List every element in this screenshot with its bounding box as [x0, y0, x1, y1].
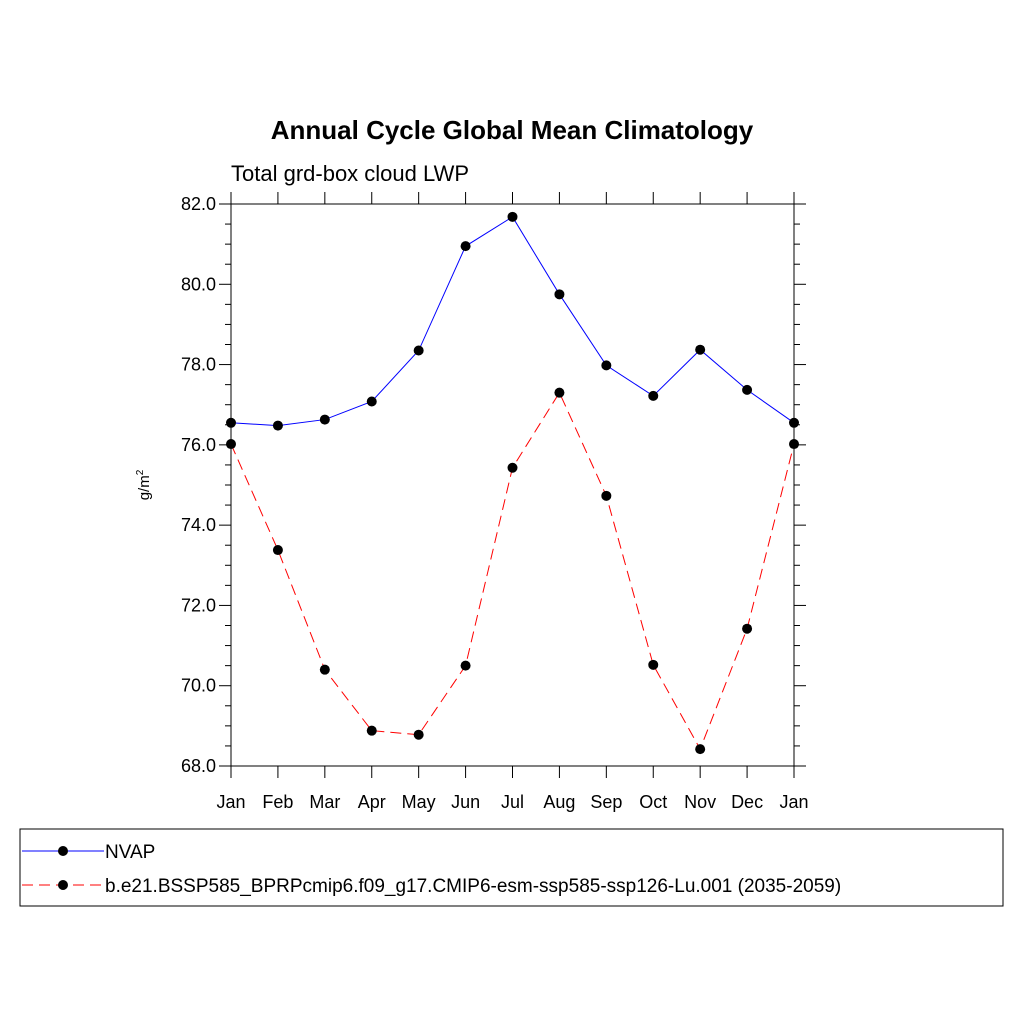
plot-frame [230, 203, 795, 767]
data-point [554, 387, 565, 398]
data-point [648, 659, 659, 670]
series-1 [226, 211, 799, 431]
data-point [742, 623, 753, 634]
y-tick-label: 74.0 [181, 515, 216, 535]
x-tick-label: Nov [684, 792, 716, 812]
data-point [460, 660, 471, 671]
y-axis-label-unit: g/m [136, 475, 153, 500]
x-tick-label: Mar [309, 792, 340, 812]
data-point [319, 664, 330, 675]
y-tick-label: 72.0 [181, 595, 216, 615]
data-point [742, 384, 753, 395]
data-point [789, 417, 799, 428]
y-tick-label: 78.0 [181, 355, 216, 375]
legend-box [19, 828, 1004, 907]
x-tick-label: Jun [451, 792, 480, 812]
data-point [507, 211, 518, 222]
data-point [413, 345, 424, 356]
x-tick-label: Sep [590, 792, 622, 812]
y-tick-label: 68.0 [181, 756, 216, 776]
y-tick-label: 80.0 [181, 274, 216, 294]
x-tick-label: Jul [501, 792, 524, 812]
data-point [789, 439, 799, 450]
series-line [230, 216, 795, 427]
data-point [272, 420, 283, 431]
data-point [507, 462, 518, 473]
x-tick-label: Jan [216, 792, 245, 812]
chart-title: Annual Cycle Global Mean Climatology [271, 115, 754, 145]
legend-marker [58, 880, 68, 890]
y-tick-label: 76.0 [181, 435, 216, 455]
data-point [601, 360, 612, 371]
data-point [366, 396, 377, 407]
data-point [695, 344, 706, 355]
legend-marker [58, 846, 68, 856]
data-point [413, 729, 424, 740]
series-line [230, 391, 795, 751]
y-tick-label: 82.0 [181, 194, 216, 214]
series-2 [226, 387, 799, 755]
data-point [226, 439, 236, 450]
x-tick-label: Oct [639, 792, 667, 812]
data-point [366, 725, 377, 736]
legend-label: b.e21.BSSP585_BPRPcmip6.f09_g17.CMIP6-es… [105, 876, 841, 897]
data-point [695, 744, 706, 755]
data-point [648, 390, 659, 401]
legend-label: NVAP [105, 842, 155, 863]
y-axis-label: g/m2 [135, 469, 153, 500]
x-tick-label: May [402, 792, 436, 812]
data-point [601, 490, 612, 501]
data-point [272, 545, 283, 556]
y-axis-label-superscript: 2 [135, 469, 146, 475]
y-tick-label: 70.0 [181, 676, 216, 696]
legend: NVAP b.e21.BSSP585_BPRPcmip6.f09_g17.CMIP… [19, 828, 1004, 907]
chart-subtitle: Total grd-box cloud LWP [231, 161, 469, 186]
x-tick-label: Apr [358, 792, 386, 812]
x-tick-label: Aug [543, 792, 575, 812]
data-point [554, 289, 565, 300]
series-layer [226, 211, 799, 755]
data-point [226, 417, 236, 428]
x-tick-label: Dec [731, 792, 763, 812]
data-point [319, 414, 330, 425]
x-tick-label: Feb [262, 792, 293, 812]
plot-axes: 68.0 70.0 72.0 74.0 76.0 78.0 80.0 82.0 Jan Feb Ma… [181, 192, 809, 812]
x-tick-label: Jan [779, 792, 808, 812]
data-point [460, 241, 471, 252]
